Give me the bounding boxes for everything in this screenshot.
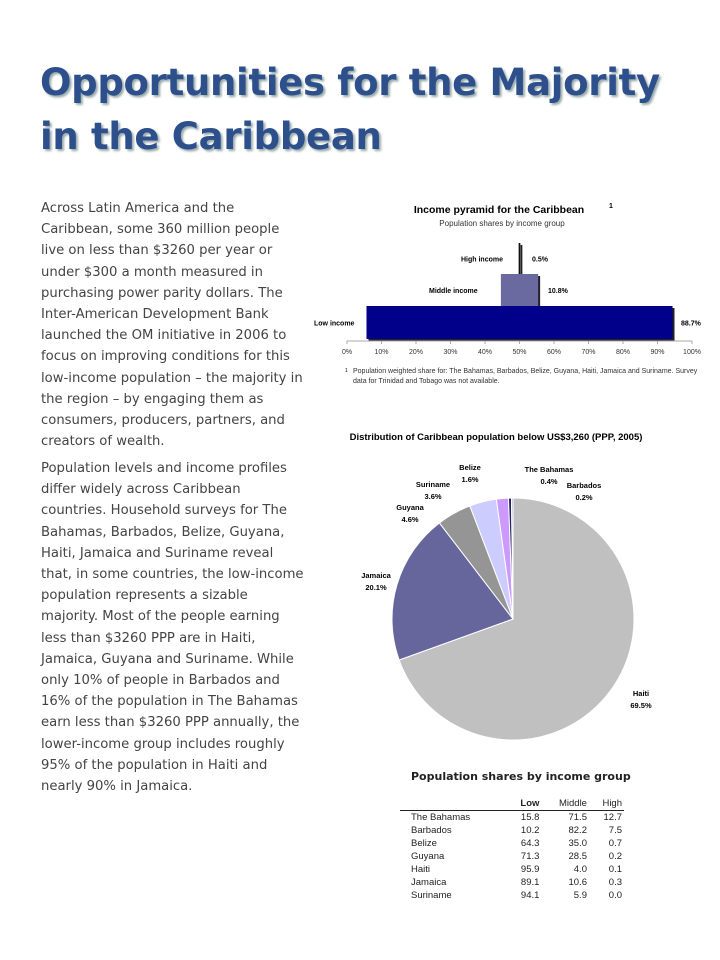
- x-tick-label: 60%: [547, 349, 561, 356]
- table-row: Barbados 10.2 82.2 7.5: [400, 824, 624, 837]
- intro-paragraph: Across Latin America and the Caribbean, …: [41, 201, 303, 450]
- pie-label: Haiti: [633, 689, 649, 698]
- table-cell: 5.9: [573, 890, 587, 901]
- table-cell: Jamaica: [411, 877, 447, 888]
- population-paragraph: Population levels and income profiles di…: [41, 461, 304, 795]
- table-cell: 28.5: [568, 851, 587, 862]
- pie-label: Jamaica: [361, 571, 391, 580]
- income-pyramid-chart: Income pyramid for the Caribbean 1 Popul…: [314, 203, 702, 385]
- table-cell: 64.3: [520, 838, 540, 849]
- pie-slice-jamaica: [391, 522, 514, 661]
- pie-slice-haiti: [398, 497, 635, 741]
- table-cell: 10.6: [568, 877, 587, 888]
- table-cell: 4.0: [573, 864, 587, 875]
- pie-value: 1.6%: [461, 475, 478, 484]
- pie-label: Belize: [459, 463, 481, 472]
- table-cell: Haiti: [411, 864, 431, 875]
- title-line: in the Caribbean: [40, 115, 382, 158]
- table-cell: 95.9: [520, 864, 540, 875]
- pie-label: Guyana: [396, 503, 424, 512]
- table-cell: 0.1: [608, 864, 622, 875]
- column-header: High: [588, 798, 624, 811]
- pie-slice-barbados: [510, 497, 514, 620]
- bar-shadow: [520, 245, 523, 276]
- x-tick-label: 30%: [443, 349, 457, 356]
- table-cell: 0.7: [608, 838, 622, 849]
- category-label: High income: [461, 257, 503, 264]
- column-header: [400, 798, 508, 811]
- table-cell: 94.1: [520, 890, 540, 901]
- pie-label: The Bahamas: [525, 465, 574, 474]
- bar-middle-income: [500, 274, 539, 306]
- data-label: 0.5%: [532, 257, 549, 264]
- table-cell: 12.7: [603, 812, 623, 823]
- x-tick-label: 50%: [512, 349, 526, 356]
- table-cell: Barbados: [411, 825, 452, 836]
- pie-value: 0.4%: [540, 477, 557, 486]
- table-cell: 15.8: [520, 812, 540, 823]
- table-cell: 71.3: [520, 851, 540, 862]
- x-tick-label: 80%: [616, 349, 630, 356]
- x-tick-label: 70%: [581, 349, 595, 356]
- table-cell: 82.2: [568, 825, 587, 836]
- x-tick-label: 100%: [683, 349, 701, 356]
- table-cell: 35.0: [568, 838, 587, 849]
- x-tick-label: 0%: [342, 349, 352, 356]
- table-cell: 0.0: [608, 890, 622, 901]
- column-header: Middle: [541, 798, 589, 811]
- table-title: Population shares by income group: [411, 770, 631, 783]
- table-cell: 0.2: [608, 851, 622, 862]
- x-tick-label: 90%: [650, 349, 664, 356]
- pyramid-title-marker: 1: [609, 203, 613, 210]
- table-row: Suriname 94.1 5.9 0.0: [400, 889, 624, 902]
- pie-label: Barbados: [567, 481, 602, 490]
- distribution-pie-chart: Distribution of Caribbean population bel…: [350, 432, 652, 741]
- table-row: Guyana 71.3 28.5 0.2: [400, 850, 624, 863]
- data-label: 10.8%: [548, 288, 569, 295]
- data-label: 88.7%: [681, 321, 702, 328]
- table-cell: 7.5: [608, 825, 622, 836]
- table-cell: Belize: [411, 838, 437, 849]
- table-cell: Guyana: [411, 851, 445, 862]
- table-cell: 89.1: [520, 877, 540, 888]
- category-label: Low income: [314, 321, 355, 328]
- income-shares-table: Low Middle High The Bahamas 15.8 71.5 12.7 Barb…: [400, 798, 624, 902]
- pie-value: 0.2%: [575, 493, 592, 502]
- pyramid-footnote: Population weighted share for: The Baham…: [353, 368, 698, 385]
- category-label: Middle income: [429, 288, 478, 295]
- pie-value: 69.5%: [630, 701, 652, 710]
- pyramid-title: Income pyramid for the Caribbean: [414, 204, 584, 216]
- pie-value: 3.6%: [424, 492, 441, 501]
- pie-label: Suriname: [416, 480, 450, 489]
- bar-low-income: [366, 306, 673, 339]
- table-cell: The Bahamas: [411, 812, 471, 823]
- x-tick-label: 40%: [478, 349, 492, 356]
- x-tick-label: 10%: [374, 349, 388, 356]
- table-cell: Suriname: [411, 890, 452, 901]
- table-cell: 0.3: [608, 877, 622, 888]
- table-cell: 71.5: [568, 812, 587, 823]
- footnote-marker: 1: [345, 368, 348, 374]
- pie-title: Distribution of Caribbean population bel…: [350, 432, 643, 443]
- table-row: Belize 64.3 35.0 0.7: [400, 837, 624, 850]
- pie-value: 20.1%: [365, 583, 387, 592]
- title-line: Opportunities for the Majority: [40, 61, 660, 104]
- column-header: Low: [507, 798, 542, 811]
- table-cell: 10.2: [520, 825, 540, 836]
- table-row: Haiti 95.9 4.0 0.1: [400, 863, 624, 876]
- pyramid-subtitle: Population shares by income group: [439, 219, 565, 228]
- pie-value: 4.6%: [401, 515, 418, 524]
- x-tick-label: 20%: [409, 349, 423, 356]
- page-title: Opportunities for the Majority in the Ca…: [40, 56, 660, 164]
- table-row: Jamaica 89.1 10.6 0.3: [400, 876, 624, 889]
- table-row: The Bahamas 15.8 71.5 12.7: [400, 811, 624, 825]
- bar-high-income: [518, 243, 521, 274]
